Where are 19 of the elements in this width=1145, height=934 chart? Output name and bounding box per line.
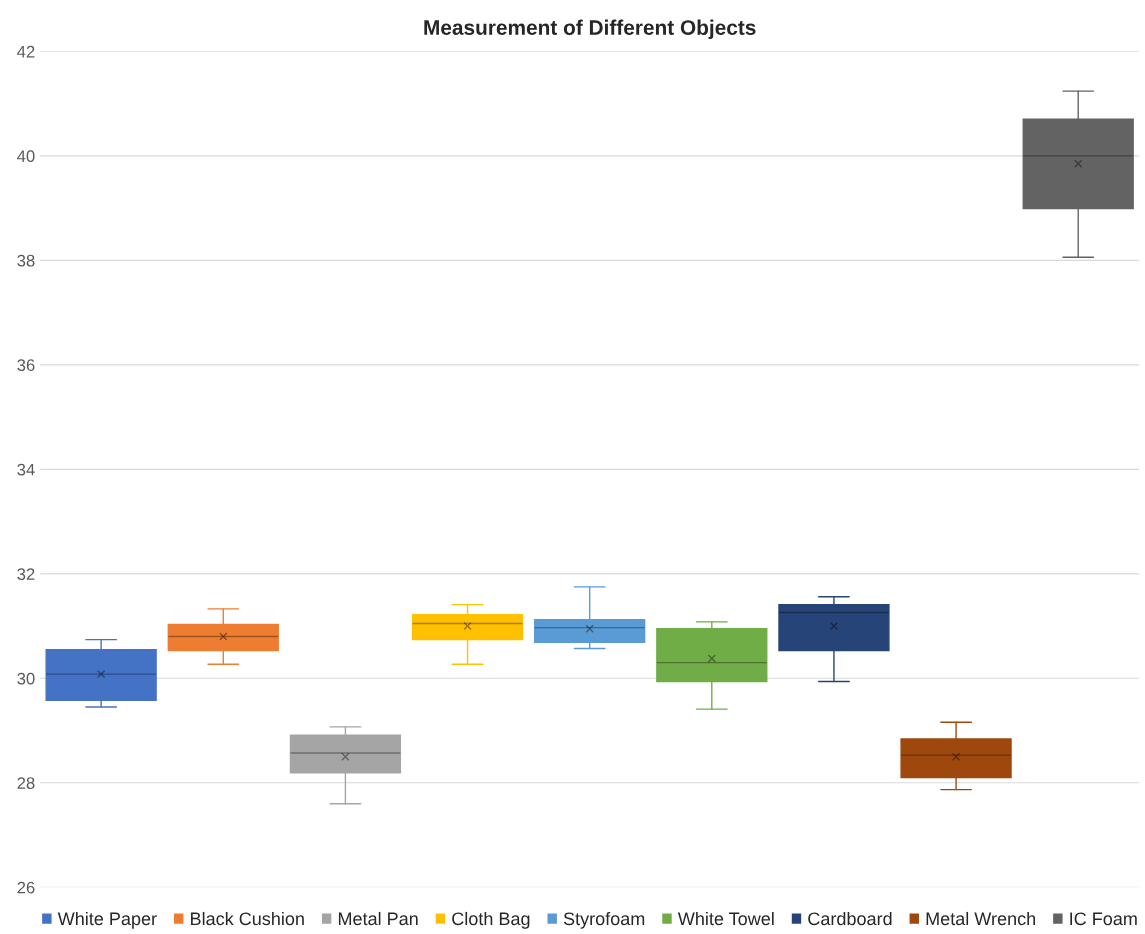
legend-label: Metal Wrench	[926, 911, 1036, 926]
y-tick-label: 36	[17, 359, 35, 372]
legend-label: White Paper	[57, 911, 157, 929]
legend-label: White Towel	[677, 911, 774, 926]
y-tick-label: 40	[17, 150, 35, 163]
y-tick-label: 26	[17, 881, 35, 894]
legend-label: Black Cushion	[191, 911, 304, 926]
legend-label: Metal Pan	[338, 911, 418, 926]
y-tick-label: 32	[17, 568, 35, 581]
y-tick-label: 42	[17, 45, 35, 58]
y-tick-label: 30	[17, 672, 35, 685]
y-tick-label: 38	[17, 254, 35, 267]
y-tick-label: 28	[17, 777, 35, 790]
legend-label: IC Foam	[1070, 912, 1137, 926]
legend-label: Styrofoam	[563, 911, 645, 929]
legend-label: Cardboard	[808, 911, 892, 926]
chart-title: Measurement of Different Objects	[424, 19, 756, 40]
y-tick-label: 34	[17, 463, 35, 476]
legend-label: Cloth Bag	[452, 911, 530, 929]
